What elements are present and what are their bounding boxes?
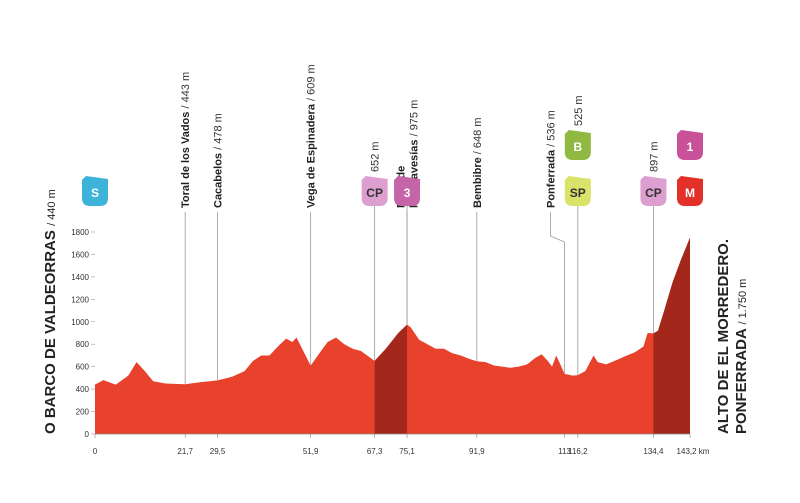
marker-elevation: 652 m [370,141,382,172]
badge-label: 1 [687,140,694,154]
badge-label: SP [570,186,586,200]
waypoint-label-part: / 536 m [546,110,558,147]
badge-shape [677,130,703,160]
badge-shape [677,176,703,206]
start-label: O BARCO DE VALDEORRAS / 440 m [42,189,59,434]
waypoint-label: Bembibre / 648 m [472,118,484,209]
badge-label: M [685,186,695,200]
x-tick-label: 51,9 [303,447,319,456]
x-tick-label: 67,3 [367,447,383,456]
badge-shape [361,176,388,206]
finish-label: ALTO DE EL MORREDERO. [715,239,732,434]
marker-elevation: 525 m [573,95,585,126]
badge-shape [564,176,591,206]
y-tick-label: 1600 [71,250,89,259]
profile-area [95,237,690,434]
start-label-part: O BARCO DE VALDEORRAS [42,230,59,434]
x-tick-label: 0 [93,447,98,456]
finish-label-part: ALTO DE EL MORREDERO. [715,239,732,434]
y-tick-label: 1000 [71,318,89,327]
y-tick-label: 0 [85,430,90,439]
waypoint-label-part: Bembibre [472,157,484,208]
waypoint-label-part: Vega de Espinadera [306,103,318,208]
waypoint-label-part: / 443 m [180,72,192,109]
x-tick-label: 29,5 [210,447,226,456]
finish-label-part: PONFERRADA [733,328,750,434]
marker-elevation-part: 652 m [370,141,382,172]
x-tick-label: 75,1 [399,447,415,456]
x-tick-label: 143,2 km [677,447,710,456]
waypoint-label-part: Cacabelos [213,153,225,208]
waypoint-line [550,212,565,374]
waypoint-label: Ponferrada / 536 m [546,110,558,208]
start-label-part: / 440 m [46,189,58,226]
badge-shape [82,176,108,206]
x-tick-label: 21,7 [177,447,193,456]
climb-area [374,324,408,434]
marker-elevation-part: 525 m [573,95,585,126]
x-tick-label: 116,2 [568,447,588,456]
y-tick-label: 800 [76,340,90,349]
badge-shape [564,130,591,160]
waypoint-label-part: Ponferrada [546,149,558,208]
waypoint-label: Cacabelos / 478 m [213,113,225,208]
y-tick-label: 1800 [71,228,89,237]
badge-label: B [573,140,582,154]
waypoint-label-part: / 478 m [213,113,225,150]
y-tick-label: 600 [76,363,90,372]
waypoint-label-part: / 609 m [306,64,318,101]
badge-label: CP [366,186,383,200]
waypoint-label-part: Toral de los Vados [180,112,192,208]
waypoint-label-part: / 648 m [472,118,484,155]
waypoint-label: Vega de Espinadera / 609 m [306,64,318,208]
y-tick-label: 1200 [71,295,89,304]
badge-shape [394,176,421,206]
badge-label: S [91,186,99,200]
y-tick-label: 200 [76,408,90,417]
finish-label: PONFERRADA / 1.750 m [733,279,750,434]
badge-label: CP [645,186,662,200]
climb-area [653,237,690,434]
waypoint-label-part: / 975 m [409,100,421,137]
badge-shape [640,176,667,206]
marker-elevation-part: 897 m [648,141,660,172]
finish-label-part: / 1.750 m [737,279,749,325]
badge-label: 3 [404,186,411,200]
y-tick-label: 1400 [71,273,89,282]
x-tick-label: 134,4 [643,447,664,456]
marker-elevation: 897 m [648,141,660,172]
waypoint-label: Toral de los Vados / 443 m [180,72,192,208]
y-tick-label: 400 [76,385,90,394]
x-tick-label: 91,9 [469,447,485,456]
x-tick-label: 113 [558,447,571,456]
